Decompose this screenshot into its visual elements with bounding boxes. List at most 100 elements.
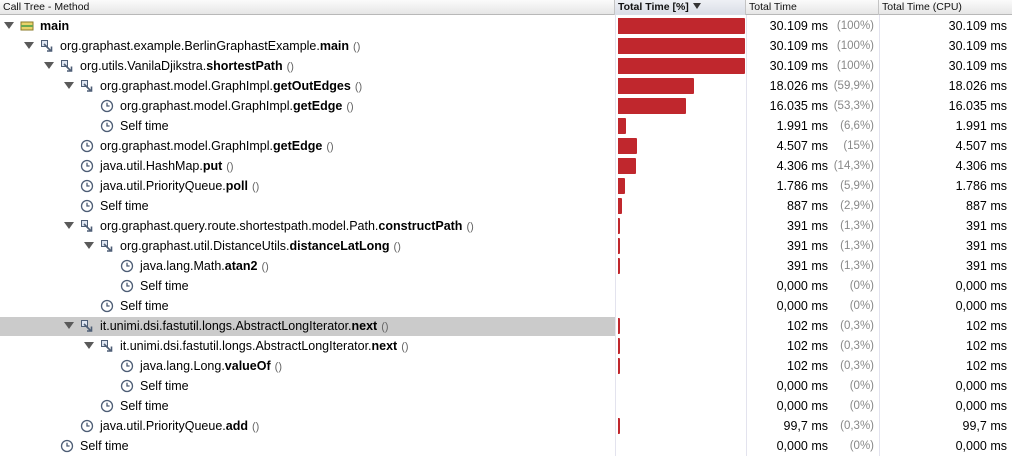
column-method[interactable]: Call Tree - Method bbox=[0, 0, 615, 15]
total-cpu-time-value: 391 ms bbox=[966, 239, 1007, 253]
method-label: shortestPath bbox=[206, 59, 283, 73]
method-package: java.lang.Long. bbox=[140, 359, 225, 373]
total-time-value: 30.109 ms bbox=[769, 59, 828, 73]
total-time-percent: (100%) bbox=[836, 20, 874, 32]
total-cpu-time-value: 0,000 ms bbox=[955, 279, 1007, 293]
expand-toggle-icon[interactable] bbox=[84, 242, 94, 249]
method-package: Self time bbox=[120, 119, 169, 133]
time-percent-bar bbox=[618, 198, 622, 214]
tree-row[interactable]: java.util.PriorityQueue.add () 99,7 ms (0,3… bbox=[0, 416, 1012, 436]
method-name: org.graphast.model.GraphImpl.getEdge() bbox=[120, 99, 354, 114]
expand-toggle-icon[interactable] bbox=[84, 342, 94, 349]
clock-icon bbox=[100, 399, 114, 413]
method-name: java.lang.Long.valueOf() bbox=[140, 359, 282, 374]
method-name: it.unimi.dsi.fastutil.longs.AbstractLong… bbox=[120, 339, 409, 354]
tree-row[interactable]: main 30.109 ms (100%) 30.109 ms bbox=[0, 16, 1012, 36]
column-divider bbox=[615, 15, 616, 456]
tree-row[interactable]: org.graphast.model.GraphImpl.getEdge() 4.… bbox=[0, 136, 1012, 156]
total-time-percent: (6,6%) bbox=[840, 120, 874, 132]
tree-row[interactable]: Self time 0,000 ms (0%) 0,000 ms bbox=[0, 376, 1012, 396]
time-percent-bar bbox=[618, 118, 626, 134]
expand-toggle-icon[interactable] bbox=[4, 22, 14, 29]
expand-toggle-icon[interactable] bbox=[64, 82, 74, 89]
tree-row[interactable]: Self time 0,000 ms (0%) 0,000 ms bbox=[0, 436, 1012, 456]
total-time-percent: (59,9%) bbox=[833, 80, 874, 92]
total-cpu-time-value: 0,000 ms bbox=[955, 439, 1007, 453]
method-name: java.util.HashMap.put() bbox=[100, 159, 234, 174]
method-params: () bbox=[251, 181, 260, 193]
tree-row[interactable]: java.util.PriorityQueue.poll() 1.786 ms (5… bbox=[0, 176, 1012, 196]
total-time-percent: (53,3%) bbox=[833, 100, 874, 112]
column-total-pct[interactable]: Total Time [%] bbox=[615, 0, 746, 15]
method-call-icon bbox=[80, 79, 94, 93]
tree-row[interactable]: it.unimi.dsi.fastutil.longs.AbstractLong… bbox=[0, 316, 1012, 336]
method-name: java.util.PriorityQueue.add () bbox=[100, 419, 259, 434]
tree-row[interactable]: it.unimi.dsi.fastutil.longs.AbstractLong… bbox=[0, 336, 1012, 356]
total-cpu-time-value: 391 ms bbox=[966, 259, 1007, 273]
tree-row[interactable]: java.lang.Math.atan2() 391 ms (1,3%) 391 ms bbox=[0, 256, 1012, 276]
tree-row[interactable]: Self time 887 ms (2,9%) 887 ms bbox=[0, 196, 1012, 216]
total-cpu-time-value: 30.109 ms bbox=[948, 19, 1007, 33]
total-time-value: 30.109 ms bbox=[769, 39, 828, 53]
total-time-percent: (0%) bbox=[849, 400, 874, 412]
method-label: getOutEdges bbox=[273, 79, 351, 93]
total-cpu-time-value: 102 ms bbox=[966, 319, 1007, 333]
method-name: org.graphast.model.GraphImpl.getEdge() bbox=[100, 139, 334, 154]
total-cpu-time-value: 0,000 ms bbox=[955, 399, 1007, 413]
total-time-percent: (0%) bbox=[849, 300, 874, 312]
tree-row[interactable]: java.util.HashMap.put() 4.306 ms (14,3%) 4.… bbox=[0, 156, 1012, 176]
total-time-percent: (15%) bbox=[843, 140, 874, 152]
expand-toggle-icon[interactable] bbox=[64, 222, 74, 229]
method-params: () bbox=[393, 241, 401, 253]
total-time-percent: (1,3%) bbox=[840, 240, 874, 252]
sort-descending-icon bbox=[692, 3, 701, 9]
expand-toggle-icon[interactable] bbox=[44, 62, 54, 69]
method-params: () bbox=[286, 61, 294, 73]
total-time-value: 0,000 ms bbox=[776, 299, 828, 313]
method-label: atan2 bbox=[224, 259, 258, 273]
tree-row[interactable]: org.graphast.util.DistanceUtils.distance… bbox=[0, 236, 1012, 256]
method-package: java.util.PriorityQueue. bbox=[100, 419, 226, 433]
column-total-cpu-label: Total Time (CPU) bbox=[882, 1, 962, 13]
method-name: org.graphast.example.BerlinGraphastExamp… bbox=[60, 39, 360, 54]
selection-highlight bbox=[0, 317, 615, 336]
column-divider bbox=[746, 15, 747, 456]
tree-row[interactable]: org.graphast.model.GraphImpl.getEdge() 16… bbox=[0, 96, 1012, 116]
tree-row[interactable]: Self time 0,000 ms (0%) 0,000 ms bbox=[0, 396, 1012, 416]
tree-row[interactable]: Self time 0,000 ms (0%) 0,000 ms bbox=[0, 276, 1012, 296]
total-cpu-time-value: 0,000 ms bbox=[955, 299, 1007, 313]
tree-row[interactable]: Self time 0,000 ms (0%) 0,000 ms bbox=[0, 296, 1012, 316]
method-package: Self time bbox=[100, 199, 149, 213]
clock-icon bbox=[80, 139, 94, 153]
tree-row[interactable]: Self time 1.991 ms (6,6%) 1.991 ms bbox=[0, 116, 1012, 136]
total-time-value: 16.035 ms bbox=[769, 99, 828, 113]
method-name: it.unimi.dsi.fastutil.longs.AbstractLong… bbox=[100, 319, 389, 334]
clock-icon bbox=[80, 159, 94, 173]
tree-row[interactable]: org.utils.VanilaDjikstra.shortestPath() 3… bbox=[0, 56, 1012, 76]
tree-row[interactable]: org.graphast.model.GraphImpl.getOutEdges… bbox=[0, 76, 1012, 96]
total-time-percent: (1,3%) bbox=[840, 220, 874, 232]
method-name: Self time bbox=[120, 119, 169, 133]
column-total-cpu[interactable]: Total Time (CPU) bbox=[879, 0, 1012, 15]
time-percent-bar bbox=[618, 18, 745, 34]
method-package: org.graphast.model.GraphImpl. bbox=[100, 139, 274, 153]
total-time-value: 0,000 ms bbox=[776, 379, 828, 393]
method-name: org.graphast.util.DistanceUtils.distance… bbox=[120, 239, 401, 254]
thread-icon bbox=[20, 19, 34, 33]
tree-row[interactable]: java.lang.Long.valueOf() 102 ms (0,3%) 102 … bbox=[0, 356, 1012, 376]
method-label: put bbox=[202, 159, 223, 173]
tree-row[interactable]: org.graphast.example.BerlinGraphastExamp… bbox=[0, 36, 1012, 56]
method-package: Self time bbox=[120, 299, 169, 313]
total-time-value: 102 ms bbox=[787, 339, 828, 353]
method-params: () bbox=[346, 101, 354, 113]
method-params: () bbox=[401, 341, 409, 353]
expand-toggle-icon[interactable] bbox=[64, 322, 74, 329]
column-total-time[interactable]: Total Time bbox=[746, 0, 879, 15]
time-percent-bar bbox=[618, 158, 636, 174]
time-percent-bar bbox=[618, 78, 694, 94]
column-method-label: Call Tree - Method bbox=[3, 1, 90, 13]
expand-toggle-icon[interactable] bbox=[24, 42, 34, 49]
total-cpu-time-value: 1.786 ms bbox=[955, 179, 1007, 193]
method-params: () bbox=[226, 161, 234, 173]
tree-row[interactable]: org.graphast.query.route.shortestpath.mo… bbox=[0, 216, 1012, 236]
